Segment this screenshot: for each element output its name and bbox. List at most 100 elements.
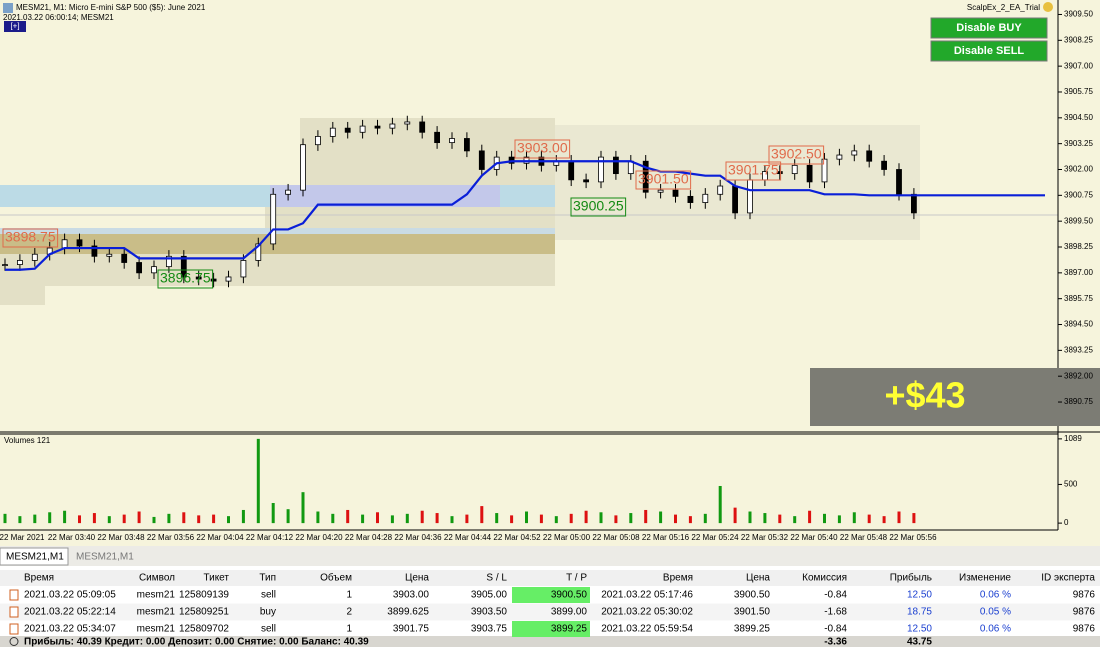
- price-tick-label: 3904.50: [1064, 113, 1093, 122]
- candle-body: [747, 179, 753, 214]
- candle-body: [255, 243, 262, 261]
- volume-bar: [793, 516, 797, 524]
- volume-bar: [867, 514, 871, 524]
- column-header: ID эксперта: [1041, 573, 1095, 584]
- price-tick-label: 3890.75: [1064, 397, 1093, 406]
- volume-bar: [614, 515, 618, 524]
- button-label[interactable]: Disable BUY: [956, 22, 1022, 34]
- volume-bar: [33, 514, 37, 524]
- trade-label: 3900.25: [573, 198, 624, 214]
- row-icon: [9, 589, 19, 601]
- column-header: Символ: [139, 573, 175, 584]
- time-label: 22 Mar 04:44: [444, 533, 492, 542]
- candle-body: [195, 276, 202, 280]
- volume-bar: [197, 515, 201, 524]
- column-header: S / L: [486, 573, 507, 584]
- column-header: Цена: [746, 573, 770, 584]
- volume-bar: [823, 513, 826, 524]
- trade-label-box: [570, 197, 627, 217]
- time-label: 22 Mar 03:48: [97, 533, 145, 542]
- candle-body: [851, 150, 858, 156]
- time-label: 22 Mar 05:48: [840, 533, 888, 542]
- column-header: T / P: [566, 573, 587, 584]
- chart-title: MESM21, M1: Micro E-mini S&P 500 ($5): J…: [16, 3, 206, 12]
- footer-icon: [9, 637, 19, 646]
- volume-tick-label: 500: [1064, 480, 1078, 489]
- volume-bar: [748, 511, 752, 524]
- price-tick-label: 3908.25: [1064, 35, 1093, 44]
- volume-bar: [897, 511, 901, 524]
- table-cell: 9876: [1073, 607, 1096, 618]
- trade-label-box: [725, 161, 782, 181]
- candle-body: [359, 125, 366, 133]
- toggle-label[interactable]: [+]: [10, 22, 19, 31]
- table-cell: mesm21: [137, 590, 176, 601]
- candle-body: [180, 255, 187, 278]
- table-cell: sell: [261, 624, 276, 635]
- volume-bar: [629, 513, 633, 524]
- button-label[interactable]: Disable SELL: [954, 45, 1025, 57]
- column-header: Время: [663, 573, 693, 584]
- table-cell: 3901.50: [734, 607, 771, 618]
- price-tick-label: 3898.25: [1064, 242, 1093, 251]
- trade-label: 3898.75: [5, 229, 56, 245]
- time-label: 22 Mar 2021: [0, 533, 45, 542]
- table-cell: 2021.03.22 05:22:14: [24, 607, 116, 618]
- price-tick-label: 3897.00: [1064, 268, 1093, 277]
- tab-label[interactable]: MESM21,M1: [76, 552, 134, 563]
- candle-body: [31, 253, 38, 261]
- time-label: 22 Mar 03:40: [48, 533, 96, 542]
- candle-body: [136, 262, 143, 274]
- tab-label[interactable]: MESM21,M1: [6, 552, 64, 563]
- volume-bar: [763, 513, 767, 524]
- volume-bar: [122, 514, 126, 524]
- volume-bar: [256, 438, 260, 524]
- candle-body: [389, 123, 396, 129]
- candle-body: [776, 171, 783, 175]
- volume-bar: [554, 516, 558, 524]
- row-stripe: [0, 603, 1100, 621]
- table-cell: -0.84: [824, 590, 847, 601]
- tp-highlight: [512, 587, 590, 603]
- table-cell: 2021.03.22 05:09:05: [24, 590, 116, 601]
- candle-body: [881, 160, 887, 170]
- candle-body: [285, 189, 292, 195]
- volume-bar: [674, 514, 677, 524]
- table-cell: 125809702: [179, 624, 229, 635]
- table-cell: 0.06 %: [980, 590, 1011, 601]
- table-cell: 1: [346, 624, 352, 635]
- disable-sell-button[interactable]: [930, 40, 1048, 62]
- trade-label: 3901.75: [728, 162, 779, 178]
- candle-body: [151, 266, 157, 274]
- table-cell: 3903.75: [471, 624, 508, 635]
- table-cell: 3899.25: [551, 624, 588, 635]
- candle-body: [896, 169, 902, 195]
- candle-body: [598, 156, 604, 183]
- symbol-icon: [3, 3, 13, 13]
- table-cell: -1.68: [824, 607, 847, 618]
- candle-body: [463, 138, 470, 152]
- disable-buy-button[interactable]: [930, 17, 1048, 39]
- row-icon: [9, 606, 19, 618]
- volume-bar: [539, 514, 543, 524]
- table-cell: 3900.50: [551, 590, 588, 601]
- time-label: 22 Mar 05:16: [642, 533, 690, 542]
- volume-bar: [495, 513, 499, 524]
- table-cell: 9876: [1073, 624, 1096, 635]
- result-banner: [810, 368, 1100, 426]
- table-cell: 1: [346, 590, 352, 601]
- candle-body: [225, 276, 232, 282]
- tab-active[interactable]: [0, 547, 69, 566]
- volume-bar: [227, 516, 230, 524]
- trade-label: 3903.00: [517, 140, 568, 156]
- candle-body: [300, 144, 306, 191]
- price-tick-label: 3903.25: [1064, 139, 1093, 148]
- footer-summary: Прибыль: 40.39 Кредит: 0.00 Депозит: 0.0…: [24, 636, 369, 647]
- volume-bar: [852, 512, 856, 524]
- time-label: 22 Mar 03:56: [147, 533, 195, 542]
- marks: [2, 115, 1045, 524]
- column-header: Тип: [259, 573, 276, 584]
- toggle-button[interactable]: [4, 21, 26, 32]
- volume-bar: [241, 509, 245, 524]
